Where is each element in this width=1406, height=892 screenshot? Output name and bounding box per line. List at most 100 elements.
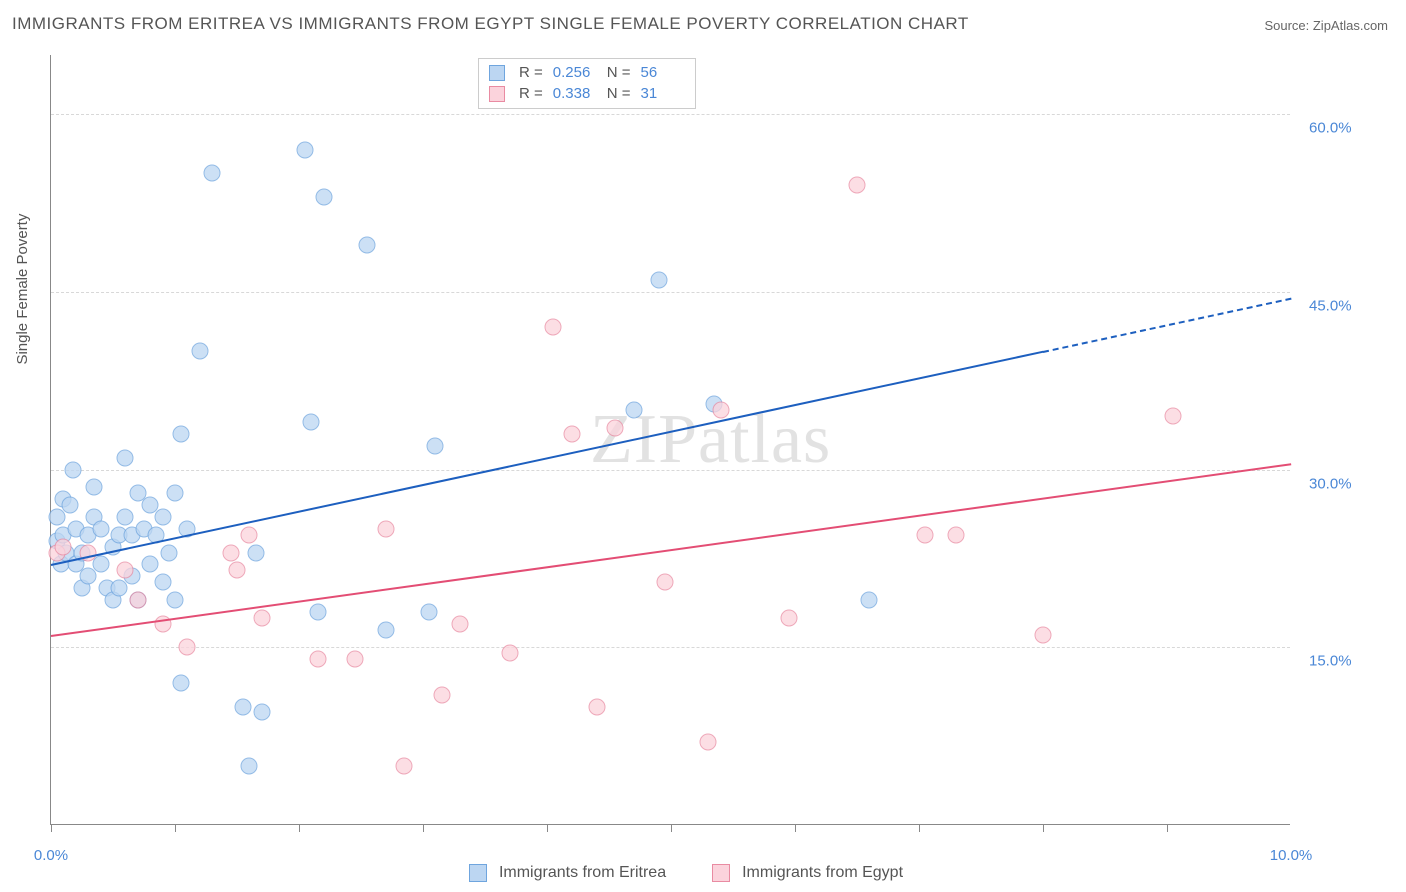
scatter-point: [656, 574, 673, 591]
scatter-point: [92, 520, 109, 537]
legend-swatch: [712, 864, 730, 882]
y-tick-label: 45.0%: [1309, 297, 1352, 314]
bottom-legend: Immigrants from Eritrea Immigrants from E…: [0, 864, 1406, 882]
scatter-point: [700, 734, 717, 751]
scatter-point: [179, 639, 196, 656]
x-tick-mark: [1043, 824, 1044, 832]
x-tick-mark: [51, 824, 52, 832]
x-tick-label: 0.0%: [34, 847, 68, 864]
scatter-point: [154, 574, 171, 591]
y-tick-label: 15.0%: [1309, 653, 1352, 670]
scatter-point: [1165, 408, 1182, 425]
gridline: [51, 292, 1290, 293]
scatter-point: [241, 757, 258, 774]
scatter-point: [92, 556, 109, 573]
x-tick-mark: [299, 824, 300, 832]
source-attribution: Source: ZipAtlas.com: [1264, 18, 1388, 33]
scatter-point: [297, 141, 314, 158]
scatter-point: [117, 449, 134, 466]
r-label: R =: [519, 62, 543, 83]
scatter-point: [154, 509, 171, 526]
scatter-point: [712, 402, 729, 419]
legend-stats-row: R = 0.338 N = 31: [489, 83, 685, 104]
x-tick-mark: [423, 824, 424, 832]
x-tick-mark: [919, 824, 920, 832]
legend-swatch: [489, 65, 505, 81]
scatter-point: [117, 562, 134, 579]
scatter-point: [191, 343, 208, 360]
scatter-point: [315, 189, 332, 206]
scatter-point: [563, 426, 580, 443]
y-tick-label: 60.0%: [1309, 120, 1352, 137]
r-value: 0.256: [553, 62, 597, 83]
scatter-point: [780, 609, 797, 626]
scatter-point: [222, 544, 239, 561]
scatter-point: [433, 686, 450, 703]
scatter-point: [253, 609, 270, 626]
gridline: [51, 647, 1290, 648]
scatter-point: [117, 509, 134, 526]
scatter-point: [396, 757, 413, 774]
legend-series-label: Immigrants from Eritrea: [499, 864, 666, 881]
trend-line-extrapolation: [1043, 298, 1291, 353]
trend-line: [51, 351, 1043, 566]
scatter-point: [650, 272, 667, 289]
x-tick-mark: [1167, 824, 1168, 832]
scatter-point: [235, 698, 252, 715]
scatter-point: [452, 615, 469, 632]
x-tick-label: 10.0%: [1270, 847, 1313, 864]
x-tick-mark: [175, 824, 176, 832]
scatter-point: [173, 674, 190, 691]
scatter-point: [359, 236, 376, 253]
scatter-point: [86, 479, 103, 496]
scatter-point: [346, 651, 363, 668]
scatter-point: [421, 603, 438, 620]
x-tick-mark: [795, 824, 796, 832]
scatter-point: [167, 591, 184, 608]
scatter-point: [917, 526, 934, 543]
n-label: N =: [607, 62, 631, 83]
scatter-point: [160, 544, 177, 561]
scatter-point: [588, 698, 605, 715]
scatter-point: [377, 621, 394, 638]
scatter-point: [861, 591, 878, 608]
x-tick-mark: [671, 824, 672, 832]
scatter-point: [142, 556, 159, 573]
scatter-point: [167, 485, 184, 502]
scatter-point: [501, 645, 518, 662]
scatter-point: [204, 165, 221, 182]
legend-swatch: [469, 864, 487, 882]
y-axis-label: Single Female Poverty: [14, 214, 31, 365]
scatter-point: [849, 177, 866, 194]
plot-area: 15.0%30.0%45.0%60.0%0.0%10.0%: [50, 55, 1290, 825]
legend-stats-row: R = 0.256 N = 56: [489, 62, 685, 83]
scatter-point: [55, 538, 72, 555]
y-tick-label: 30.0%: [1309, 475, 1352, 492]
scatter-point: [173, 426, 190, 443]
scatter-point: [247, 544, 264, 561]
legend-series-label: Immigrants from Egypt: [742, 864, 903, 881]
scatter-point: [1035, 627, 1052, 644]
scatter-point: [309, 603, 326, 620]
legend-swatch: [489, 86, 505, 102]
scatter-point: [253, 704, 270, 721]
r-value: 0.338: [553, 83, 597, 104]
scatter-point: [241, 526, 258, 543]
n-value: 56: [641, 62, 685, 83]
r-label: R =: [519, 83, 543, 104]
n-label: N =: [607, 83, 631, 104]
scatter-point: [377, 520, 394, 537]
scatter-point: [129, 591, 146, 608]
chart-title: IMMIGRANTS FROM ERITREA VS IMMIGRANTS FR…: [12, 14, 969, 34]
scatter-point: [309, 651, 326, 668]
gridline: [51, 114, 1290, 115]
scatter-point: [427, 437, 444, 454]
gridline: [51, 470, 1290, 471]
legend-stats-box: R = 0.256 N = 56 R = 0.338 N = 31: [478, 58, 696, 109]
scatter-point: [65, 461, 82, 478]
scatter-point: [229, 562, 246, 579]
n-value: 31: [641, 83, 685, 104]
scatter-point: [948, 526, 965, 543]
x-tick-mark: [547, 824, 548, 832]
scatter-point: [625, 402, 642, 419]
